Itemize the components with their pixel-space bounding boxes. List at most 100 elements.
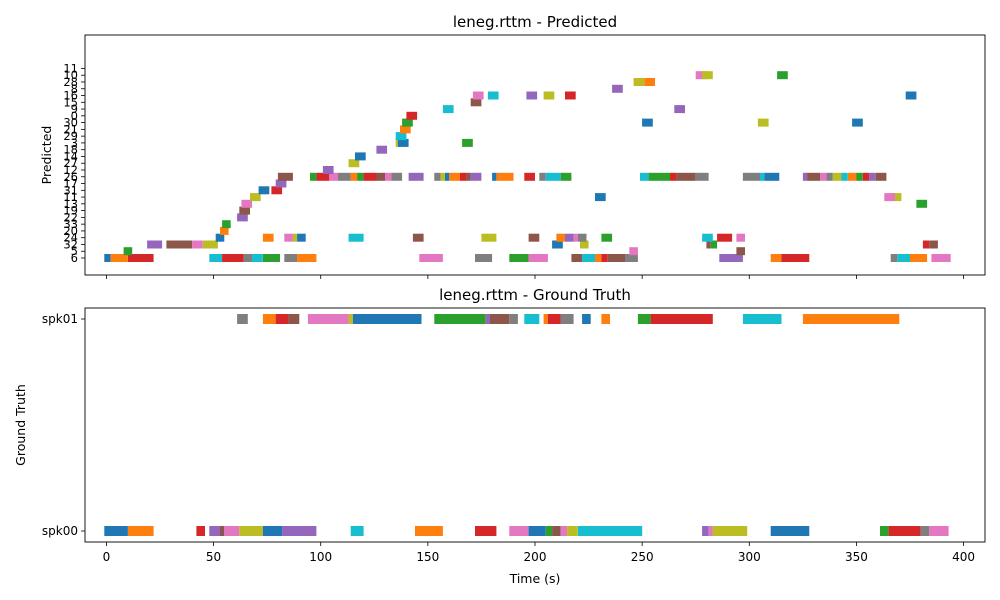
- speaker-segment: [262, 526, 283, 536]
- speaker-segment: [577, 233, 587, 242]
- speaker-segment: [241, 199, 253, 208]
- speaker-segment: [543, 314, 548, 324]
- speaker-segment: [350, 172, 358, 181]
- speaker-segment: [719, 254, 743, 262]
- y-tick-label: 33: [63, 217, 78, 231]
- speaker-segment: [310, 172, 317, 181]
- speaker-segment: [897, 254, 910, 262]
- speaker-segment: [123, 247, 133, 256]
- speaker-segment: [127, 526, 154, 536]
- speaker-segment: [104, 254, 111, 262]
- speaker-segment: [847, 172, 857, 181]
- speaker-segment: [376, 172, 385, 181]
- speaker-segment: [670, 172, 677, 181]
- speaker-segment: [695, 172, 709, 181]
- speaker-segment: [625, 254, 638, 262]
- y-tick-label: 17: [63, 177, 78, 191]
- speaker-segment: [869, 172, 876, 181]
- speaker-segment: [262, 314, 276, 324]
- speaker-segment: [355, 152, 366, 161]
- y-tick-label: 6: [71, 251, 78, 265]
- speaker-segment: [571, 254, 583, 262]
- speaker-segment: [875, 172, 887, 181]
- speaker-segment: [337, 172, 351, 181]
- speaker-segment: [648, 172, 670, 181]
- speaker-segment: [284, 254, 298, 262]
- speaker-segment: [629, 247, 638, 256]
- speaker-segment: [209, 526, 220, 536]
- speaker-segment: [202, 240, 218, 249]
- speaker-segment: [580, 240, 589, 249]
- speaker-segment: [777, 71, 788, 80]
- speaker-segment: [481, 233, 497, 242]
- speaker-segment: [528, 233, 540, 242]
- speaker-segment: [770, 254, 782, 262]
- predicted-ylabel: Predicted: [39, 126, 54, 185]
- x-tick-label: 250: [631, 550, 654, 564]
- ground-truth-ylabel: Ground Truth: [13, 384, 28, 466]
- speaker-segment: [408, 172, 424, 181]
- x-tick-label: 50: [206, 550, 221, 564]
- y-tick-label: 3: [71, 136, 78, 150]
- speaker-segment: [243, 254, 253, 262]
- speaker-segment: [237, 314, 248, 324]
- x-tick-label: 200: [524, 550, 547, 564]
- speaker-segment: [492, 172, 497, 181]
- speaker-segment: [397, 138, 409, 147]
- speaker-segment: [288, 314, 300, 324]
- speaker-segment: [577, 526, 643, 536]
- speaker-segment: [702, 233, 713, 242]
- y-tick-label: 8: [71, 82, 78, 96]
- speaker-segment: [258, 186, 270, 195]
- speaker-segment: [442, 105, 454, 114]
- speaker-segment: [637, 314, 651, 324]
- speaker-segment: [352, 314, 422, 324]
- speaker-segment: [282, 526, 317, 536]
- speaker-segment: [385, 172, 392, 181]
- speaker-segment: [539, 172, 546, 181]
- speaker-segment: [565, 233, 574, 242]
- predicted-title: leneg.rttm - Predicted: [453, 13, 617, 31]
- speaker-segment: [742, 314, 782, 324]
- speaker-segment: [329, 172, 338, 181]
- ground-truth-segments: [104, 314, 949, 536]
- speaker-segment: [710, 240, 718, 249]
- speaker-segment: [556, 233, 565, 242]
- speaker-segment: [220, 526, 225, 536]
- speaker-segment: [462, 138, 473, 147]
- speaker-segment: [560, 172, 572, 181]
- speaker-segment: [717, 233, 733, 242]
- ground-truth-xticks: 0 50 100 150 200 250 300 350 400: [103, 542, 975, 564]
- speaker-segment: [357, 172, 364, 181]
- speaker-segment: [449, 172, 460, 181]
- speaker-segment: [905, 91, 917, 100]
- speaker-segment: [884, 193, 895, 202]
- speaker-segment: [391, 172, 403, 181]
- speaker-segment: [466, 172, 471, 181]
- speaker-segment: [545, 526, 553, 536]
- speaker-segment: [104, 526, 128, 536]
- speaker-segment: [820, 172, 827, 181]
- speaker-segment: [485, 314, 490, 324]
- y-tick-label: 5: [71, 244, 78, 258]
- predicted-segments: [104, 71, 951, 262]
- speaker-segment: [363, 172, 377, 181]
- speaker-segment: [262, 233, 274, 242]
- speaker-segment: [402, 118, 413, 127]
- y-tick-label: 28: [63, 75, 78, 89]
- speaker-segment: [712, 526, 748, 536]
- ground-truth-title: leneg.rttm - Ground Truth: [439, 286, 631, 304]
- y-tick-label: 18: [63, 143, 78, 157]
- speaker-segment: [277, 172, 293, 181]
- speaker-segment: [434, 172, 441, 181]
- speaker-segment: [545, 172, 561, 181]
- speaker-segment: [560, 314, 574, 324]
- speaker-segment: [650, 314, 713, 324]
- speaker-segment: [127, 254, 154, 262]
- ground-truth-yticks: spk00 spk01: [42, 312, 85, 538]
- speaker-segment: [826, 172, 833, 181]
- predicted-xticks: [106, 275, 964, 279]
- speaker-segment: [708, 526, 713, 536]
- speaker-segment: [573, 233, 578, 242]
